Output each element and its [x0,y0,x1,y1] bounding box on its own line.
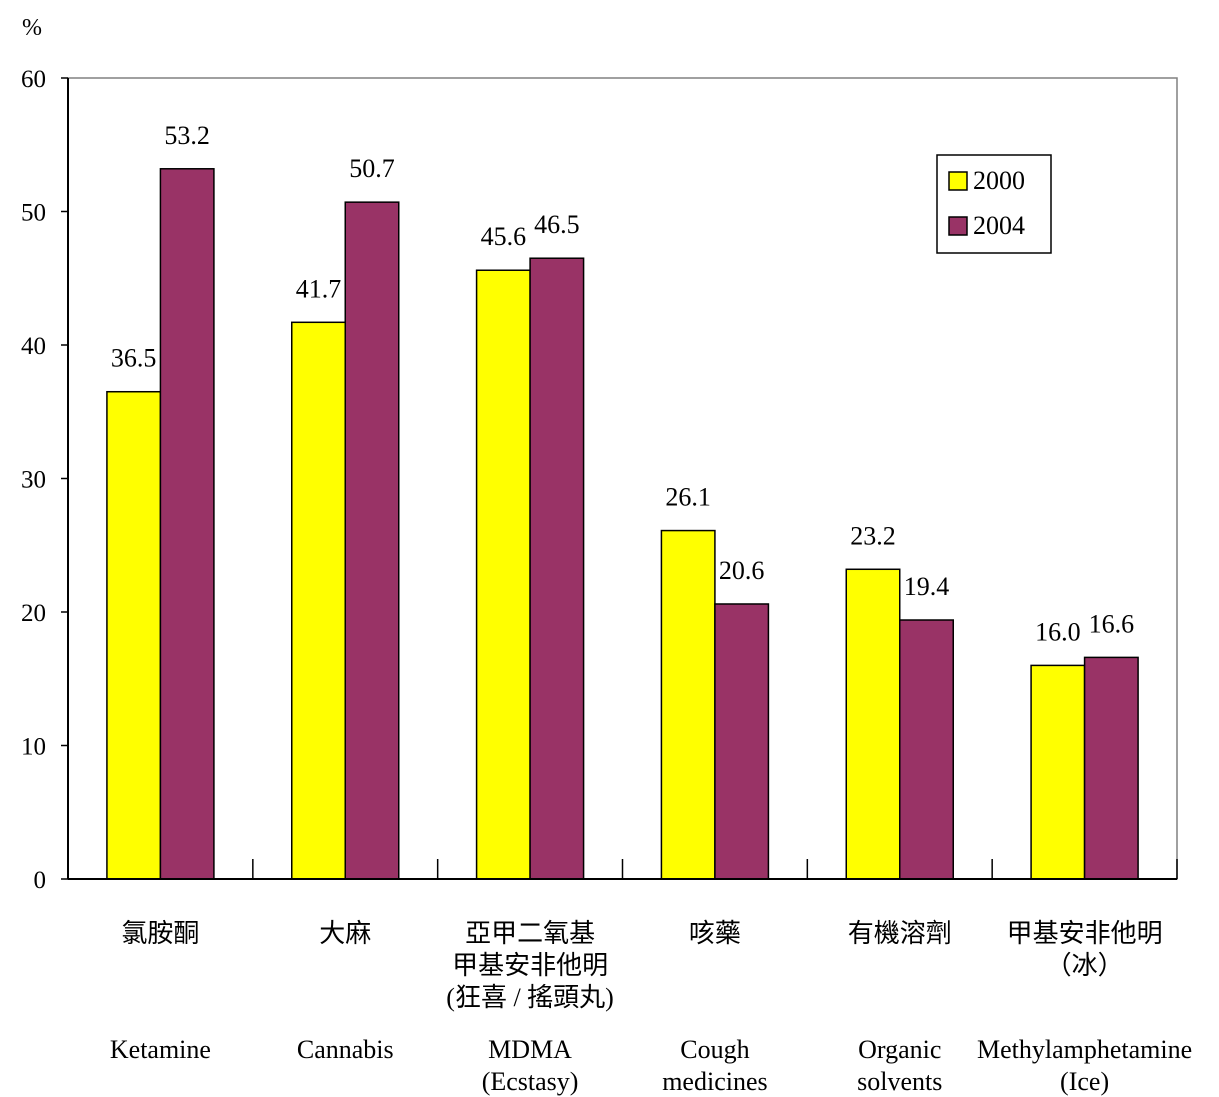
category-label-chinese-1-0: 大麻 [319,919,371,948]
bar-2004-2 [529,257,585,880]
legend-swatch-2000 [948,171,968,191]
category-label-chinese-4-0: 有機溶劑 [848,919,952,948]
bar-2004-4 [899,619,954,880]
bar-2000-5 [1030,664,1086,880]
axes-group: 0 10 20 30 40 50 60 [21,66,1178,894]
category-label-chinese-2-1: 甲基安非他明 [452,951,608,980]
category-label-english-1-0: Cannabis [297,1035,394,1064]
y-tick-label-20: 20 [21,600,46,627]
bar-2004-5 [1083,656,1139,880]
bar-2000-0 [106,390,162,880]
bar-2004-3 [714,603,770,880]
category-label-chinese-0-0: 氯胺酮 [121,919,199,948]
category-label-chinese-5-1: （冰） [1046,951,1124,980]
category-label-english-3-0: Cough [680,1035,749,1064]
data-label-2004-4: 19.4 [904,572,950,601]
category-label-chinese-2-0: 亞甲二氧基 [465,919,595,948]
data-label-2000-0: 36.5 [111,344,157,373]
data-labels-group: 36.5 41.7 45.6 26.1 23.2 16.0 53.2 50.7 46.5 20.6… [111,121,1134,647]
y-tick-label-40: 40 [21,333,46,360]
y-tick-label-30: 30 [21,467,46,494]
bar-2004-1 [344,201,400,880]
legend: 2000 2004 [936,154,1052,254]
category-label-english-4-0: Organic [858,1035,941,1064]
y-tick-label-0: 0 [34,867,47,894]
data-label-2000-3: 26.1 [665,483,711,512]
legend-label-2004: 2004 [973,211,1025,240]
category-label-english-3-1: medicines [662,1067,767,1096]
data-label-2004-1: 50.7 [349,154,395,183]
category-label-english-2-1: (Ecstasy) [482,1067,579,1096]
y-tick-label-50: 50 [21,200,46,227]
y-tick-label-10: 10 [21,734,46,761]
category-label-english-5-0: Methylamphetamine [977,1035,1192,1064]
category-label-english-0-0: Ketamine [110,1035,211,1064]
bar-2000-2 [475,269,531,880]
y-axis-unit-label: % [22,15,42,41]
data-label-2000-5: 16.0 [1035,617,1081,646]
bar-2004-0 [159,168,215,880]
category-label-english-2-0: MDMA [488,1035,572,1064]
data-label-2000-4: 23.2 [850,521,896,550]
legend-swatch-2004 [948,216,968,236]
data-label-2004-0: 53.2 [164,121,210,150]
bars-group [106,168,1139,880]
bar-2000-3 [660,529,716,880]
data-label-2004-2: 46.5 [534,210,580,239]
data-label-2000-1: 41.7 [296,274,342,303]
category-label-chinese-5-0: 甲基安非他明 [1007,919,1163,948]
category-label-english-5-1: (Ice) [1060,1067,1109,1096]
category-label-chinese-3-0: 咳藥 [689,919,741,948]
bar-2000-4 [845,568,901,880]
category-label-english-4-1: solvents [857,1067,942,1096]
data-label-2000-2: 45.6 [481,222,527,251]
y-tick-label-60: 60 [21,66,46,93]
bar-2000-1 [291,321,346,880]
legend-label-2000: 2000 [973,166,1025,195]
category-label-chinese-2-2: (狂喜 / 搖頭丸) [446,983,614,1012]
data-label-2004-3: 20.6 [719,556,765,585]
data-label-2004-5: 16.6 [1089,609,1135,638]
